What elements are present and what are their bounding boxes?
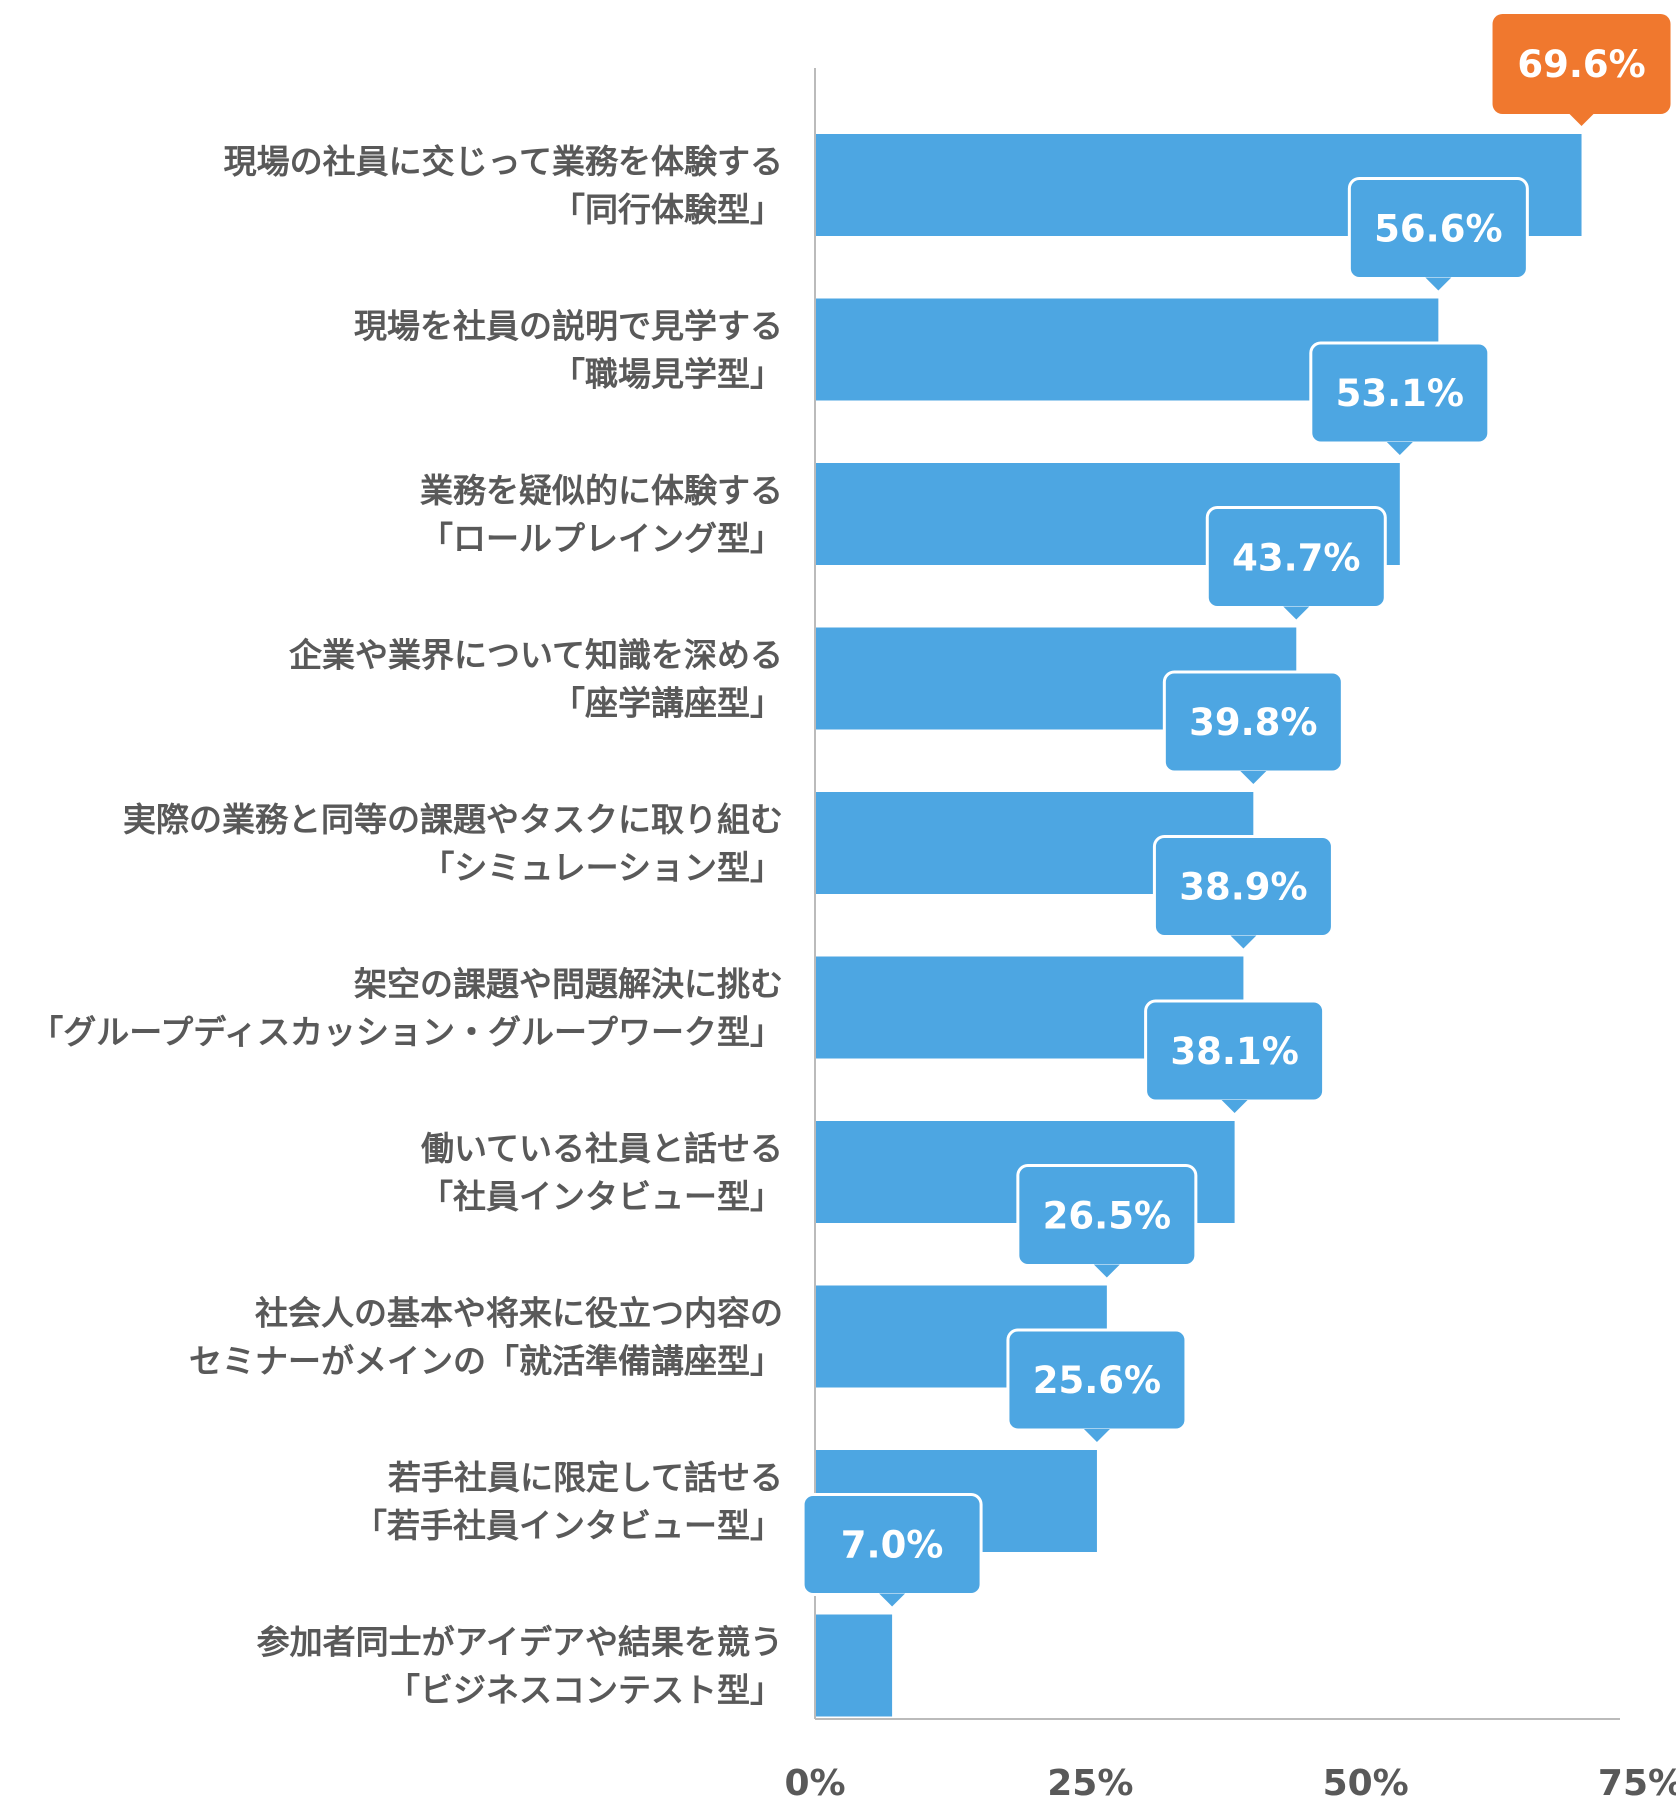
category-label-3-0: 企業や業界について知識を深める [289,636,783,675]
value-callout-3: 43.7% [1205,506,1387,620]
x-tick-label-3: 75% [1598,1763,1676,1804]
value-callout-5: 38.9% [1152,835,1334,949]
category-label-9-0: 参加者同士がアイデアや結果を競う [257,1623,783,1662]
value-callout-6: 38.1% [1144,999,1326,1113]
value-callout-8: 25.6% [1006,1328,1188,1442]
value-callouts: 69.6% 56.6% 53.1% 43.7% 39.8% 38.9% 38.1% 26.5%… [801,14,1671,1607]
value-callout-7: 26.5% [1016,1164,1198,1278]
category-label-5-1: 「グループディスカッション・グループワーク型」 [30,1013,783,1052]
category-label-0-1: 「同行体験型」 [552,190,783,229]
category-label-8-1: 「若手社員インタビュー型」 [354,1506,783,1545]
value-label-7: 26.5% [1043,1195,1171,1238]
callout-box-0 [1492,14,1671,114]
callout-pointer-5 [1230,935,1257,949]
x-tick-label-2: 50% [1323,1763,1409,1804]
callout-pointer-1 [1425,277,1452,291]
callout-pointer-9 [879,1593,906,1607]
category-label-6-1: 「社員インタビュー型」 [420,1177,783,1216]
callout-pointer-3 [1283,606,1310,620]
callout-pointer-2 [1386,442,1413,455]
value-label-9: 7.0% [841,1524,944,1567]
value-label-1: 56.6% [1374,208,1502,251]
category-label-7-1: セミナーがメインの「就活準備講座型」 [189,1342,783,1381]
value-callout-0: 69.6% [1492,14,1671,126]
category-label-1-1: 「職場見学型」 [552,355,783,394]
value-label-2: 53.1% [1336,372,1464,415]
value-callout-1: 56.6% [1347,177,1529,291]
value-label-6: 38.1% [1170,1030,1298,1073]
category-label-3-1: 「座学講座型」 [552,684,783,723]
value-label-0: 69.6% [1517,43,1645,86]
callout-pointer-7 [1093,1264,1120,1278]
value-callout-4: 39.8% [1162,670,1344,784]
category-label-1-0: 現場を社員の説明で見学する [354,307,783,346]
category-label-2-0: 業務を疑似的に体験する [420,471,783,510]
category-label-0-0: 現場の社員に交じって業務を体験する [224,142,783,181]
category-label-7-0: 社会人の基本や将来に役立つ内容の [255,1294,783,1333]
category-labels: 現場の社員に交じって業務を体験する「同行体験型」現場を社員の説明で見学する「職場… [30,142,783,1710]
category-label-4-0: 実際の業務と同等の課題やタスクに取り組む [123,800,783,839]
value-label-3: 43.7% [1232,537,1360,580]
value-callout-2: 53.1% [1309,341,1491,455]
value-label-5: 38.9% [1179,866,1307,909]
value-label-4: 39.8% [1189,701,1317,744]
value-label-8: 25.6% [1033,1359,1161,1402]
callout-pointer-6 [1221,1100,1248,1113]
x-tick-label-1: 25% [1047,1763,1133,1804]
value-callout-9: 7.0% [801,1493,983,1607]
category-label-6-0: 働いている社員と話せる [421,1129,783,1168]
category-label-2-1: 「ロールプレイング型」 [420,519,783,558]
callout-pointer-8 [1083,1429,1110,1442]
category-label-9-1: 「ビジネスコンテスト型」 [387,1671,783,1710]
x-tick-label-0: 0% [784,1763,845,1804]
callout-pointer-0 [1568,113,1595,126]
bar-9 [815,1614,893,1717]
category-label-4-1: 「シミュレーション型」 [421,848,783,887]
callout-pointer-4 [1240,771,1267,784]
category-label-8-0: 若手社員に限定して話せる [388,1458,783,1497]
category-label-5-0: 架空の課題や問題解決に挑む [354,965,783,1004]
x-axis-ticks: 0% 25% 50% 75% [784,1763,1676,1804]
